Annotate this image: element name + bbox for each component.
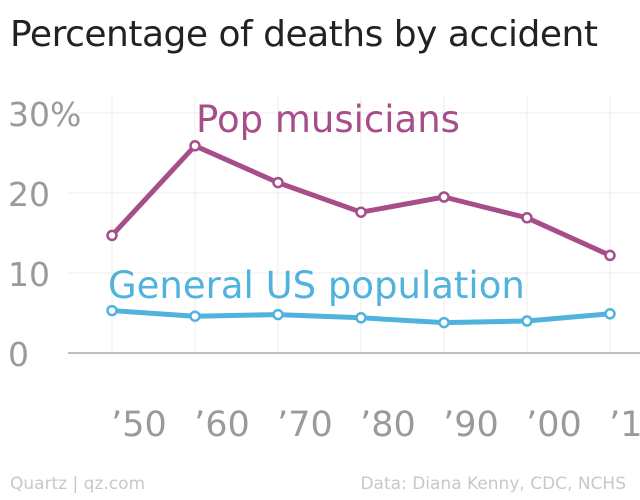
y-tick-label: 0 xyxy=(8,335,29,374)
x-tick-label: ’50 xyxy=(111,405,167,445)
data-point xyxy=(106,304,118,317)
series-label: General US population xyxy=(108,264,525,307)
x-tick-label: ’80 xyxy=(360,405,416,445)
footer-credit: Quartz | qz.com xyxy=(10,474,146,494)
y-tick-label: 30% xyxy=(8,95,81,134)
x-tick-label: ’90 xyxy=(443,405,499,445)
chart-title: Percentage of deaths by accident xyxy=(10,14,598,55)
y-tick-label: 10 xyxy=(8,255,50,294)
x-tick-label: ’00 xyxy=(526,405,582,445)
footer-source: Data: Diana Kenny, CDC, NCHS xyxy=(360,474,626,494)
x-tick-label: ’10 xyxy=(609,405,640,445)
data-point xyxy=(604,308,616,320)
data-point xyxy=(355,312,367,324)
line-chart: 30% 20 10 0 ’50 ’60 ’70 ’80 ’90 ’00 ’10 Pop music… xyxy=(8,95,640,445)
y-axis: 30% 20 10 0 xyxy=(8,95,640,374)
data-point xyxy=(355,206,367,218)
data-point xyxy=(604,249,616,262)
series-label: Pop musicians xyxy=(196,98,460,141)
data-point xyxy=(521,315,533,327)
x-tick-label: ’70 xyxy=(277,405,333,445)
data-point xyxy=(521,212,533,224)
series-layer xyxy=(106,140,616,329)
data-point xyxy=(438,316,450,329)
data-point xyxy=(189,310,201,322)
data-point xyxy=(272,176,284,189)
data-point xyxy=(189,140,201,152)
y-tick-label: 20 xyxy=(8,175,50,214)
series-labels: Pop musicians General US population xyxy=(108,98,525,307)
data-point xyxy=(438,191,450,203)
x-tick-label: ’60 xyxy=(194,405,250,445)
data-point xyxy=(106,229,118,242)
data-point xyxy=(272,308,284,321)
x-axis: ’50 ’60 ’70 ’80 ’90 ’00 ’10 xyxy=(111,405,640,445)
